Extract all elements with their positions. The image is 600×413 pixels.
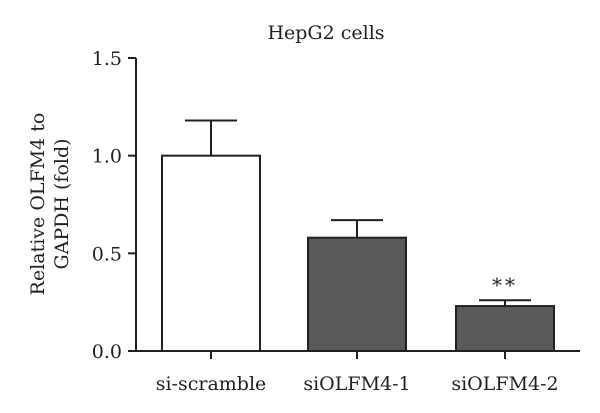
y-axis-label-line-2: GAPDH (fold)	[51, 138, 73, 269]
significance-marker: **	[492, 273, 518, 297]
x-tick-label: siOLFM4-2	[451, 373, 558, 395]
y-axis-label: Relative OLFM4 to GAPDH (fold)	[27, 113, 73, 296]
y-tick-label: 0.5	[92, 243, 122, 265]
y-axis-label-line-1: Relative OLFM4 to	[27, 113, 49, 296]
x-ticks: si-scramble siOLFM4-1 siOLFM4-2	[156, 351, 559, 395]
bar-si-scramble	[161, 154, 261, 352]
y-tick-label: 0.0	[92, 341, 122, 363]
x-tick-label: si-scramble	[156, 373, 267, 395]
x-tick-label: siOLFM4-1	[303, 373, 410, 395]
bars	[161, 154, 555, 352]
bar-siOLFM4-2	[455, 305, 555, 352]
y-tick-label: 1.5	[92, 48, 122, 70]
y-ticks: 0.0 0.5 1.0 1.5	[92, 48, 136, 363]
annotations: **	[492, 273, 518, 297]
y-tick-label: 1.0	[92, 146, 122, 168]
chart-title: HepG2 cells	[267, 22, 384, 44]
bar-siOLFM4-1	[307, 236, 407, 352]
error-bars	[185, 119, 531, 307]
